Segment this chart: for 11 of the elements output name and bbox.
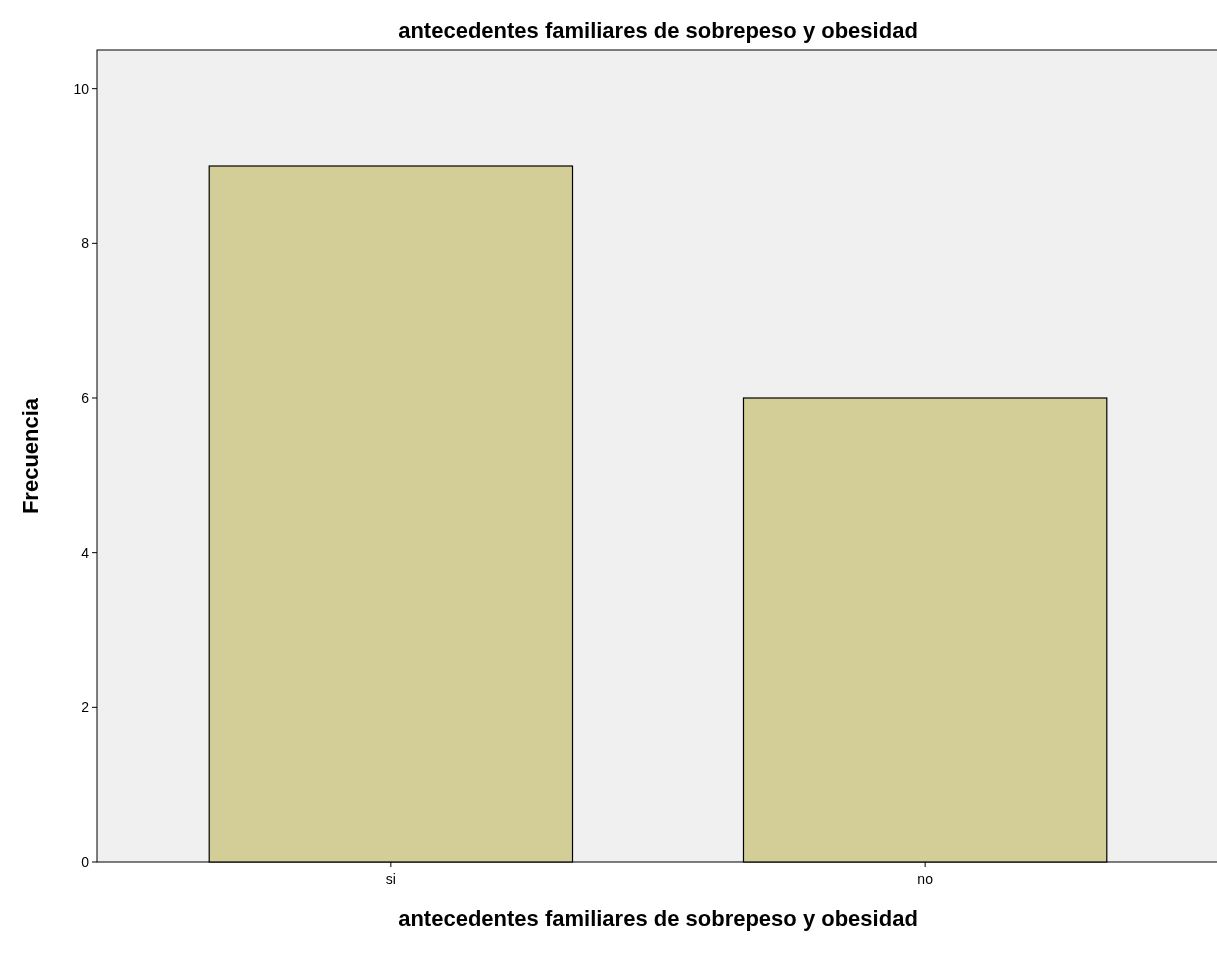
x-axis-title: antecedentes familiares de sobrepeso y obesidad [398, 906, 918, 931]
y-tick-label: 6 [81, 389, 90, 406]
y-tick-label: 2 [81, 699, 90, 716]
y-tick-label: 4 [81, 544, 90, 561]
x-tick-label: no [917, 871, 934, 887]
y-axis-title: Frecuencia [18, 397, 43, 515]
chart-title: antecedentes familiares de sobrepeso y obesidad [398, 18, 918, 43]
x-tick-label: si [385, 871, 396, 887]
y-tick-label: 0 [81, 853, 90, 870]
y-tick-label: 8 [81, 235, 90, 252]
y-tick-label: 10 [73, 80, 90, 97]
